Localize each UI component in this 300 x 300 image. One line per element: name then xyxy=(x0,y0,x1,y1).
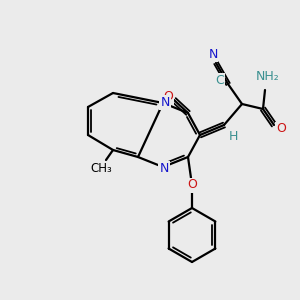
Text: CH₃: CH₃ xyxy=(90,161,112,175)
Text: H: H xyxy=(228,130,238,143)
Text: NH₂: NH₂ xyxy=(256,70,280,83)
Text: C: C xyxy=(216,74,224,86)
Text: N: N xyxy=(160,95,170,109)
Text: O: O xyxy=(187,178,197,191)
Text: O: O xyxy=(163,91,173,103)
Text: O: O xyxy=(276,122,286,136)
Text: N: N xyxy=(208,49,218,62)
Text: N: N xyxy=(159,161,169,175)
